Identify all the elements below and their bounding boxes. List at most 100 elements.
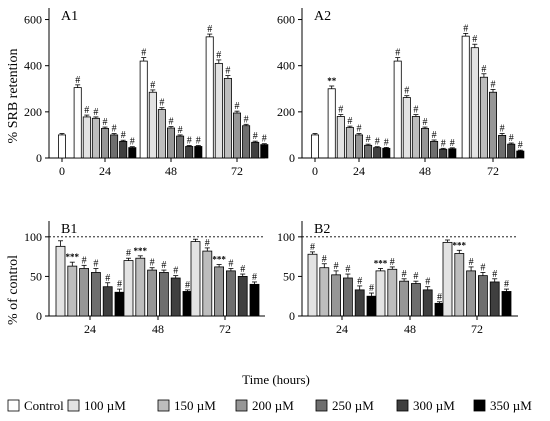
bar [205,36,214,159]
x-tick-label: 72 [487,164,499,178]
significance-mark: # [240,264,245,275]
significance-mark: # [205,238,210,249]
bar [345,127,354,159]
y-tick-label: 50 [30,269,42,283]
significance-mark: *** [453,240,467,250]
significance-mark: *** [374,259,388,269]
y-tick-label: 0 [36,309,42,323]
significance-mark: *** [66,252,80,262]
x-tick-label: 24 [353,164,365,178]
significance-mark: # [150,258,155,269]
bar [79,268,89,317]
bar [185,146,194,159]
significance-mark: # [103,117,108,128]
legend-swatch [473,399,486,412]
x-tick-label: 72 [219,322,231,336]
bar [331,274,342,317]
bar [114,291,125,317]
significance-mark: # [253,131,258,142]
bar [58,134,67,159]
significance-mark: # [463,23,468,34]
bar [139,60,148,159]
bar [420,128,429,159]
bar [119,140,128,159]
x-tick-label: 48 [165,164,177,178]
bar [249,283,260,317]
significance-mark: # [509,133,514,144]
bar [190,241,201,317]
significance-mark: # [395,48,400,59]
bar [158,272,169,317]
significance-mark: # [130,137,135,148]
bar [135,257,146,317]
bar [489,281,500,317]
significance-mark: # [322,254,327,265]
legend-label: 100 µM [84,398,126,413]
significance-mark: # [441,138,446,149]
significance-mark: # [112,124,117,135]
significance-mark: *** [212,255,226,265]
legend-swatch [157,399,170,412]
bar [110,134,119,159]
significance-mark: # [432,130,437,141]
x-tick-label: 48 [404,322,416,336]
y-tick-label: 100 [24,230,42,244]
significance-mark: # [252,272,257,283]
significance-mark: # [357,276,362,287]
significance-mark: # [161,260,166,271]
bar [448,148,457,159]
bar [194,146,203,159]
legend-swatch [7,399,20,412]
bar [342,277,353,317]
bar [101,128,110,159]
legend: Control 100 µM 150 µM 200 µM 250 µM 300 µM 350… [7,398,532,413]
bar [232,112,241,159]
bar [479,76,488,159]
significance-mark: # [310,242,315,253]
significance-mark: # [235,101,240,112]
bar [498,134,507,159]
bar [422,289,433,317]
bar [214,266,225,317]
significance-mark: # [413,105,418,116]
bar [307,253,318,317]
significance-mark: # [150,80,155,91]
bar [242,125,251,159]
y-tick-label: 0 [289,151,295,165]
bar [223,77,232,159]
bar [310,134,319,159]
bar [237,276,248,317]
bar [147,269,158,317]
significance-mark: # [187,136,192,147]
bar [176,135,185,159]
panel-label: B1 [61,222,77,237]
bar [354,289,365,317]
bar [354,134,363,159]
significance-mark: # [347,116,352,127]
bar [454,253,465,317]
bar [166,127,175,159]
x-tick-label: 48 [152,322,164,336]
significance-mark: # [207,24,212,35]
significance-mark: # [390,257,395,268]
legend-label: 200 µM [252,398,294,413]
significance-mark: # [437,292,442,303]
bar [364,144,373,159]
significance-mark: # [504,279,509,290]
significance-mark: # [369,283,374,294]
significance-mark: ** [327,76,337,86]
y-tick-label: 0 [289,309,295,323]
significance-mark: # [244,114,249,125]
bar [251,141,260,159]
significance-mark: # [480,262,485,273]
y-tick-label: 600 [277,13,295,27]
bar [202,250,213,317]
bar [470,47,479,159]
bar [516,150,525,159]
bar [501,291,512,317]
x-tick-label: 0 [312,164,318,178]
significance-mark: # [196,136,201,147]
significance-mark: # [384,137,389,148]
y-tick-label: 200 [277,105,295,119]
